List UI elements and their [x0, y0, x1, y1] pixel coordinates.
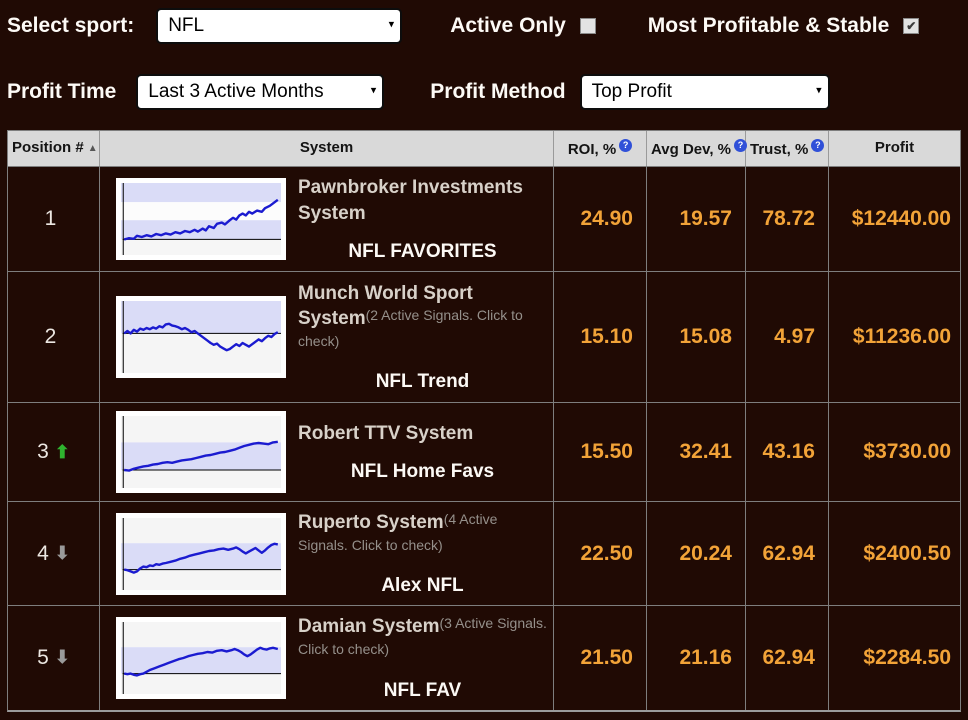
column-header-roi[interactable]: ROI, %? — [554, 131, 647, 166]
sport-select-value: NFL — [168, 15, 205, 36]
system-sublabel: NFL FAVORITES — [348, 240, 497, 262]
profit-method-value: Top Profit — [591, 81, 672, 102]
profit-value: $2284.50 — [863, 645, 951, 669]
profit-method-label: Profit Method — [430, 80, 566, 103]
profit-time-label: Profit Time — [7, 80, 117, 103]
system-cell: Pawnbroker Investments System NFL FAVORI… — [100, 167, 554, 271]
table-row: 5 ⬇ Damian System(3 Active Signals. Click… — [8, 605, 960, 710]
system-info: Pawnbroker Investments System NFL FAVORI… — [286, 175, 547, 262]
roi-value: 24.90 — [554, 167, 647, 271]
chevron-down-icon: ▾ — [370, 84, 377, 97]
table-row: 1 Pawnbroker Investments System NFL FAVO… — [8, 166, 960, 271]
equity-chart-thumbnail[interactable] — [116, 512, 286, 595]
checkmark-icon: ✔ — [906, 19, 917, 33]
table-row: 3 ⬆ Robert TTV System NFL Home Favs 15.50… — [8, 402, 960, 501]
equity-chart-thumbnail[interactable] — [116, 296, 286, 378]
system-name-link[interactable]: Pawnbroker Investments System — [298, 177, 523, 224]
profit-value: $11236.00 — [852, 325, 951, 348]
chevron-down-icon: ▾ — [388, 18, 395, 31]
sort-asc-icon: ▲ — [87, 143, 98, 154]
trust-value: 4.97 — [746, 272, 829, 402]
trend-down-icon: ⬇ — [54, 543, 70, 564]
sport-select-label: Select sport: — [7, 14, 135, 37]
position-number: 4 — [37, 541, 49, 565]
position-cell: 2 — [8, 272, 100, 402]
avgdev-value: 15.08 — [647, 272, 746, 402]
system-sublabel: NFL FAV — [383, 679, 462, 701]
system-sublabel: Alex NFL — [381, 575, 464, 597]
trend-up-icon: ⬆ — [54, 441, 70, 462]
help-icon[interactable]: ? — [619, 139, 633, 152]
table-row: 2 Munch World Sport System(2 Active Sign… — [8, 271, 960, 402]
position-number: 5 — [37, 645, 49, 669]
trust-value: 43.16 — [746, 403, 829, 501]
system-name-link[interactable]: Damian System — [298, 616, 440, 638]
position-cell: 3 ⬆ — [8, 403, 100, 501]
position-cell: 5 ⬇ — [8, 606, 100, 710]
trust-value: 62.94 — [746, 502, 829, 606]
system-cell: Robert TTV System NFL Home Favs — [100, 403, 554, 501]
equity-chart-thumbnail[interactable] — [116, 178, 286, 260]
column-header-avgdev[interactable]: Avg Dev, %? — [647, 131, 748, 166]
system-sublabel: NFL Home Favs — [350, 460, 495, 482]
chevron-down-icon: ▾ — [816, 84, 822, 97]
position-number: 1 — [44, 207, 57, 230]
active-only-checkbox[interactable]: ✔ — [579, 18, 596, 34]
profit-value: $12440.00 — [851, 207, 951, 230]
system-info: Robert TTV System NFL Home Favs — [286, 421, 547, 483]
column-header-trust[interactable]: Trust, %? — [746, 131, 829, 166]
system-info: Munch World Sport System(2 Active Signal… — [286, 281, 547, 394]
system-sublabel: NFL Trend — [375, 371, 470, 393]
help-icon[interactable]: ? — [811, 139, 825, 152]
table-row: 4 ⬇ Ruperto System(4 Active Signals. Clic… — [8, 501, 960, 606]
table-header-row: Position # ▲ System ROI, %? Avg Dev, %? T… — [8, 131, 960, 166]
equity-chart-thumbnail[interactable] — [116, 411, 286, 493]
profit-value: $2400.50 — [863, 541, 951, 565]
top-controls: Select sport: NFL ▾ Active Only ✔ Most P… — [7, 8, 961, 44]
position-cell: 1 — [8, 167, 100, 271]
avgdev-value: 21.16 — [647, 606, 746, 710]
position-number: 2 — [44, 325, 57, 348]
position-cell: 4 ⬇ — [8, 502, 100, 606]
sport-select[interactable]: NFL ▾ — [156, 8, 403, 44]
avgdev-value: 20.24 — [647, 502, 746, 606]
avgdev-value: 32.41 — [647, 403, 746, 501]
system-cell: Munch World Sport System(2 Active Signal… — [100, 272, 554, 402]
profit-time-select[interactable]: Last 3 Active Months ▾ — [136, 74, 385, 110]
roi-value: 15.10 — [554, 272, 647, 402]
active-signals-note[interactable]: (4 Active Signals. Click to check) — [298, 511, 498, 553]
system-cell: Damian System(3 Active Signals. Click to… — [100, 606, 554, 710]
roi-value: 15.50 — [554, 403, 647, 501]
system-name-link[interactable]: Robert TTV System — [298, 423, 474, 445]
equity-chart-thumbnail[interactable] — [116, 616, 286, 699]
profit-method-select[interactable]: Top Profit ▾ — [579, 74, 830, 110]
avgdev-value: 19.57 — [647, 167, 746, 271]
system-cell: Ruperto System(4 Active Signals. Click t… — [100, 502, 554, 606]
roi-value: 22.50 — [554, 502, 647, 606]
system-info: Damian System(3 Active Signals. Click to… — [286, 614, 547, 701]
active-signals-note[interactable]: (2 Active Signals. Click to check) — [298, 307, 523, 349]
most-profitable-checkbox[interactable]: ✔ — [903, 18, 920, 34]
trust-value: 78.72 — [746, 167, 829, 271]
roi-value: 21.50 — [554, 606, 647, 710]
system-info: Ruperto System(4 Active Signals. Click t… — [286, 510, 547, 597]
profit-time-value: Last 3 Active Months — [148, 81, 324, 102]
active-only-label: Active Only — [450, 14, 566, 37]
trend-down-icon: ⬇ — [54, 647, 70, 668]
filter-controls: Profit Time Last 3 Active Months ▾ Profi… — [7, 74, 961, 110]
column-header-profit[interactable]: Profit — [874, 139, 915, 156]
position-number: 3 — [37, 440, 49, 463]
help-icon[interactable]: ? — [734, 139, 748, 152]
system-name-link[interactable]: Ruperto System — [298, 512, 444, 533]
systems-table: Position # ▲ System ROI, %? Avg Dev, %? T… — [7, 130, 961, 712]
system-name-link[interactable]: Munch World Sport System — [298, 282, 473, 330]
column-header-position[interactable]: Position # ▲ — [8, 131, 100, 166]
column-header-system[interactable]: System — [100, 131, 554, 166]
active-signals-note[interactable]: (3 Active Signals. Click to check) — [298, 615, 547, 657]
trust-value: 62.94 — [746, 606, 829, 710]
profit-value: $3730.00 — [863, 440, 951, 463]
most-profitable-label: Most Profitable & Stable — [647, 14, 890, 37]
